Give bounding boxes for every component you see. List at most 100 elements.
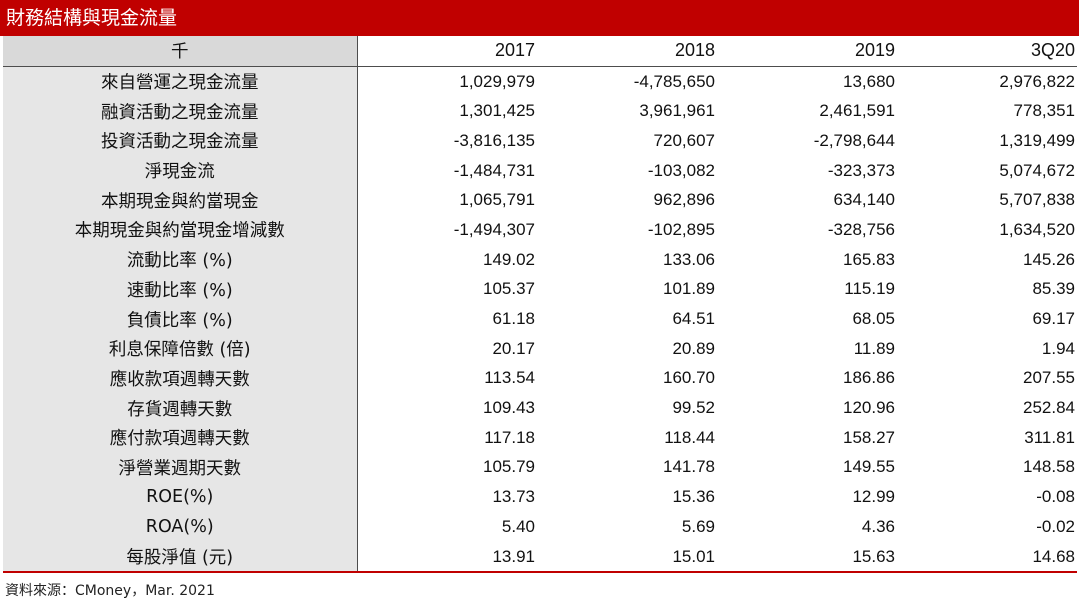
financial-table: 千 2017 2018 2019 3Q20 來自營運之現金流量 1,029,979…	[3, 36, 1077, 574]
source-note: 資料來源：CMoney，Mar. 2021	[5, 583, 215, 599]
table-cell: -1,494,307	[453, 219, 535, 239]
table-row: 負債比率 (%) 61.18 64.51 68.05 69.17	[3, 304, 1077, 334]
table-row: 融資活動之現金流量 1,301,425 3,961,961 2,461,591 778,…	[3, 96, 1077, 127]
table-cell: 64.51	[672, 309, 715, 329]
row-label: 存貨週轉天數	[3, 393, 358, 423]
table-cell: -2,798,644	[813, 130, 895, 150]
table-row: ROE(%) 13.73 15.36 12.99 -0.08	[3, 482, 1077, 512]
unit-header: 千	[3, 36, 358, 67]
row-label: 速動比率 (%)	[3, 274, 358, 305]
table-row: 本期現金與約當現金 1,065,791 962,896 634,140 5,707,83…	[3, 185, 1077, 216]
table-body: 來自營運之現金流量 1,029,979 -4,785,650 13,680 2,976,…	[3, 66, 1077, 574]
table-cell: 12.99	[852, 487, 895, 507]
table-cell: 311.81	[1024, 427, 1075, 447]
column-header: 2017	[357, 36, 537, 67]
row-label: 融資活動之現金流量	[3, 96, 358, 127]
table-cell: 1,065,791	[459, 190, 535, 210]
table-cell: 99.52	[672, 398, 715, 418]
table-cell: 165.83	[843, 249, 895, 269]
table-cell: 101.89	[663, 279, 715, 299]
table-cell: 118.44	[664, 427, 715, 447]
row-label: 本期現金與約當現金	[3, 185, 358, 216]
row-label: 流動比率 (%)	[3, 244, 358, 275]
table-cell: 4.36	[861, 516, 895, 536]
table-header-row: 千 2017 2018 2019 3Q20	[3, 36, 1077, 67]
table-row: 流動比率 (%) 149.02 133.06 165.83 145.26	[3, 244, 1077, 275]
table-cell: 109.43	[483, 398, 535, 418]
table-row: 每股淨值 (元) 13.91 15.01 15.63 14.68	[3, 541, 1077, 574]
table-cell: 2,976,822	[999, 71, 1075, 91]
table-row: 投資活動之現金流量 -3,816,135 720,607 -2,798,644 1,31…	[3, 126, 1077, 156]
table-cell: 20.17	[492, 338, 535, 358]
table-cell: 105.79	[483, 457, 535, 477]
table-cell: 1,634,520	[999, 219, 1075, 239]
table-cell: -0.02	[1036, 516, 1075, 536]
table-cell: 2,461,591	[819, 101, 895, 121]
table-cell: 149.55	[843, 457, 895, 477]
table-cell: 15.01	[537, 541, 717, 574]
table-row: 存貨週轉天數 109.43 99.52 120.96 252.84	[3, 393, 1077, 423]
table-cell: 145.26	[1023, 249, 1075, 269]
table-row: ROA(%) 5.40 5.69 4.36 -0.02	[3, 512, 1077, 542]
column-header: 3Q20	[897, 36, 1077, 67]
table-cell: 68.05	[852, 309, 895, 329]
table-cell: 148.58	[1023, 457, 1075, 477]
table-cell: 15.36	[672, 487, 715, 507]
row-label: 淨現金流	[3, 155, 358, 186]
table-row: 淨營業週期天數 105.79 141.78 149.55 148.58	[3, 452, 1077, 483]
table-cell: 120.96	[843, 398, 895, 418]
table-cell: 158.27	[843, 427, 895, 447]
table-cell: 11.89	[853, 338, 895, 358]
table-cell: 15.63	[717, 541, 897, 574]
table-cell: -323,373	[827, 160, 895, 180]
row-label: 應付款項週轉天數	[3, 422, 358, 453]
table-cell: 634,140	[833, 190, 895, 210]
table-row: 本期現金與約當現金增減數 -1,494,307 -102,895 -328,756 1,…	[3, 215, 1077, 245]
table-cell: 778,351	[1013, 101, 1075, 121]
row-label: 本期現金與約當現金增減數	[3, 215, 358, 245]
table-cell: 186.86	[843, 368, 895, 388]
table-cell: 5.69	[681, 516, 715, 536]
row-label: 每股淨值 (元)	[3, 541, 358, 574]
table-cell: 133.06	[663, 249, 715, 269]
table-cell: 252.84	[1023, 398, 1075, 418]
table-cell: 1.94	[1041, 338, 1075, 358]
table-row: 速動比率 (%) 105.37 101.89 115.19 85.39	[3, 274, 1077, 305]
table-cell: 962,896	[653, 190, 715, 210]
row-label: 應收款項週轉天數	[3, 363, 358, 394]
table-cell: 1,319,499	[999, 130, 1075, 150]
table-cell: 160.70	[663, 368, 715, 388]
table-cell: 13,680	[843, 71, 895, 91]
table-cell: 5,707,838	[999, 190, 1075, 210]
table-row: 來自營運之現金流量 1,029,979 -4,785,650 13,680 2,976,…	[3, 66, 1077, 97]
table-cell: 69.17	[1032, 309, 1075, 329]
table-cell: 1,301,425	[459, 101, 535, 121]
row-label: 淨營業週期天數	[3, 452, 358, 483]
table-cell: 720,607	[653, 130, 715, 150]
table-row: 利息保障倍數 (倍) 20.17 20.89 11.89 1.94	[3, 333, 1077, 364]
table-row: 應付款項週轉天數 117.18 118.44 158.27 311.81	[3, 422, 1077, 453]
table-cell: 105.37	[483, 279, 535, 299]
table-cell: 14.68	[897, 541, 1077, 574]
table-cell: 117.18	[484, 427, 535, 447]
column-header: 2019	[717, 36, 897, 67]
title-bar: 財務結構與現金流量	[0, 0, 1079, 36]
table-cell: -328,756	[827, 219, 895, 239]
column-header: 2018	[537, 36, 717, 67]
page-title: 財務結構與現金流量	[6, 7, 178, 29]
table-cell: 1,029,979	[459, 71, 535, 91]
table-cell: 5.40	[501, 516, 535, 536]
row-label: ROA(%)	[3, 512, 358, 542]
table-cell: 13.91	[357, 541, 537, 574]
row-label: ROE(%)	[3, 482, 358, 512]
table-cell: -3,816,135	[453, 130, 535, 150]
table-cell: 207.55	[1023, 368, 1075, 388]
table-cell: 5,074,672	[999, 160, 1075, 180]
table-cell: -103,082	[647, 160, 715, 180]
table-cell: 3,961,961	[639, 101, 715, 121]
table-row: 應收款項週轉天數 113.54 160.70 186.86 207.55	[3, 363, 1077, 394]
table-cell: 20.89	[672, 338, 715, 358]
table-cell: 141.78	[663, 457, 715, 477]
row-label: 來自營運之現金流量	[3, 66, 358, 97]
table-cell: 61.18	[492, 309, 535, 329]
